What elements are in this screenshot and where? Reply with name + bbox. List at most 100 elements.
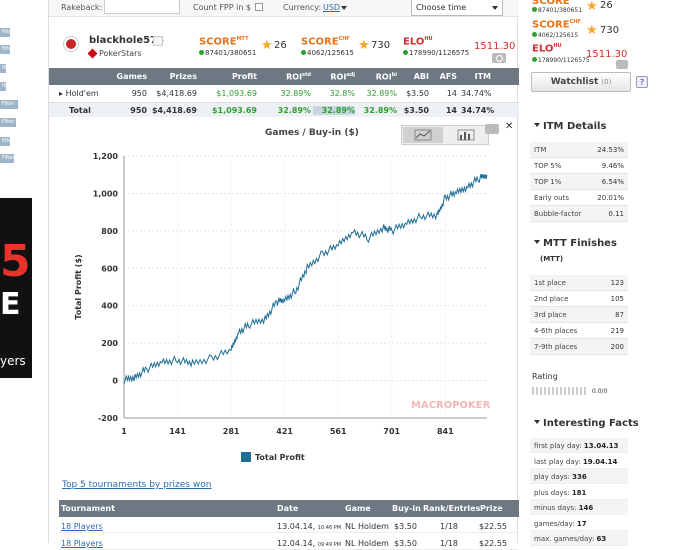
list-item-label: TOP 1%: [534, 178, 562, 186]
watchlist-button[interactable]: Watchlist (0): [531, 72, 631, 92]
col-header-games[interactable]: Games: [116, 72, 148, 81]
itm-details-toggle[interactable]: ITM Details: [534, 121, 606, 132]
sidebar-score-chf: SCORECHF: [532, 19, 581, 30]
left-filter-tag[interactable]: filter: [0, 64, 14, 73]
rakeback-input[interactable]: [104, 0, 180, 14]
score-chf-sup: CHF: [338, 36, 350, 42]
left-filter-tag[interactable]: filter: [0, 45, 14, 54]
note-icon[interactable]: [153, 36, 163, 46]
cell-date: 12.04.14, 09:49 PM: [277, 539, 341, 548]
time-select-value: Choose time: [416, 3, 467, 12]
chevron-down-icon: [534, 123, 540, 127]
roi-sup: adj: [346, 72, 355, 78]
left-filter-tag[interactable]: Filter: [0, 154, 15, 163]
x-tick-label: 1: [121, 427, 127, 436]
time-text: 10:46 PM: [317, 525, 342, 531]
cell: 14: [445, 106, 457, 115]
rating-value: 0.0/0: [592, 388, 608, 395]
list-item-value: 9.46%: [601, 162, 624, 170]
line-chart-button[interactable]: [403, 127, 443, 143]
chart-legend[interactable]: Total Profit: [241, 452, 305, 462]
score-chf-rank-text: 4062/125615: [307, 49, 354, 57]
close-icon[interactable]: ✕: [505, 121, 514, 132]
col-header-profit[interactable]: Profit: [231, 72, 257, 81]
camera-icon[interactable]: [485, 124, 499, 134]
count-fpp-checkbox[interactable]: [255, 3, 263, 11]
col-header-roi-std[interactable]: ROIstd: [269, 72, 311, 82]
list-item-value: 123: [610, 279, 624, 287]
fact-item: first play day: 13.04.13: [530, 438, 628, 453]
sidebar-score-mtt: SCORE: [532, 0, 570, 7]
rank-dot-icon: [532, 32, 537, 37]
col-header-game[interactable]: Game: [345, 504, 371, 513]
table-row[interactable]: 18 Players 12.04.14, 09:49 PM NL Holdem …: [59, 536, 519, 550]
col-header-tournament[interactable]: Tournament: [61, 504, 115, 513]
table-row[interactable]: 18 Players 13.04.14, 10:46 PM NL Holdem …: [59, 519, 519, 533]
col-header-date[interactable]: Date: [277, 504, 299, 513]
star-icon: ★: [586, 23, 598, 38]
tournament-link[interactable]: 18 Players: [61, 522, 103, 531]
rating-label: Rating: [532, 372, 558, 381]
rank-dot-icon: [532, 7, 537, 12]
list-item-label: ITM: [534, 146, 547, 154]
col-header-roi-adj[interactable]: ROIadj: [313, 72, 355, 82]
list-item-label: TOP 5%: [534, 162, 562, 170]
camera-icon[interactable]: [492, 53, 506, 63]
score-mtt-rank-text: 87401/380651: [205, 49, 257, 57]
col-header-rank-entries[interactable]: Rank/Entries: [423, 504, 481, 513]
sidebar-score-chf-stars: 730: [600, 25, 620, 36]
left-filter-tag[interactable]: Filter: [0, 118, 16, 127]
rank-dot-icon: [403, 50, 408, 55]
cell-prize: $22.55: [479, 539, 507, 548]
itm-details-title: ITM Details: [543, 121, 607, 132]
col-header-afs[interactable]: AFS: [439, 72, 457, 81]
ad-banner-text: 5: [0, 236, 31, 287]
col-header-itm[interactable]: ITM: [474, 72, 491, 81]
cell: 32.89%: [363, 106, 397, 115]
list-item-value: 20.01%: [597, 194, 624, 202]
left-filter-tag[interactable]: filter: [0, 28, 14, 37]
table-row[interactable]: ▸ Hold'em 950 $4,418.69 $1,093.69 32.89%…: [49, 86, 519, 101]
top5-tournaments-link[interactable]: Top 5 tournaments by prizes won: [62, 480, 212, 490]
chevron-down-icon[interactable]: [341, 6, 347, 10]
bar-chart-button[interactable]: [446, 127, 486, 143]
list-item: ITM 24.53%: [530, 142, 628, 158]
list-item-value: 24.53%: [597, 146, 624, 154]
elo-rank: 178990/1126575: [403, 49, 469, 57]
col-header-abi[interactable]: ABI: [413, 72, 429, 81]
sidebar-score-chf-text: SCORE: [532, 19, 570, 31]
mtt-finishes-toggle[interactable]: MTT Finishes: [534, 238, 617, 249]
left-filter-tag[interactable]: filter: [0, 82, 14, 91]
site-name: PokerStars: [99, 49, 142, 58]
tournament-link[interactable]: 18 Players: [61, 539, 103, 548]
score-mtt-rank: 87401/380651: [199, 49, 256, 57]
row-name: Total: [69, 106, 91, 115]
col-header-prize[interactable]: Prize: [480, 504, 503, 513]
table-row-total: Total 950 $4,418.69 $1,093.69 32.89% 32.…: [49, 102, 519, 117]
score-chf-text: SCORE: [301, 36, 339, 48]
left-filter-tag[interactable]: Filter: [0, 100, 18, 109]
main-panel: Rakeback: Count FPP in $ Currency: USD C…: [48, 0, 519, 550]
roi-sup: bi: [391, 72, 397, 78]
left-filter-tag[interactable]: filter: [0, 137, 14, 146]
star-icon: ★: [586, 0, 598, 14]
cell-game: NL Holdem: [345, 539, 389, 548]
cell: 32.89%: [313, 106, 355, 115]
list-item: 1st place 123: [530, 275, 628, 291]
interesting-facts-toggle[interactable]: Interesting Facts: [534, 418, 639, 429]
elo-sup: HU: [424, 36, 433, 42]
col-header-buyin[interactable]: Buy-in: [392, 504, 421, 513]
col-header-roi-bi[interactable]: ROIbi: [355, 72, 397, 82]
elo-value: 1511.30: [474, 41, 516, 52]
sidebar-score-chf-rank: 4062/125615: [532, 32, 578, 39]
row-name: ▸ Hold'em: [59, 89, 99, 98]
ad-banner[interactable]: 5 E yers: [0, 198, 32, 378]
currency-dropdown[interactable]: USD: [323, 3, 341, 12]
stats-table-header: Games Prizes Profit ROIstd ROIadj ROIbi …: [49, 68, 519, 85]
list-item: Bubble-factor 0.11: [530, 206, 628, 222]
help-button[interactable]: ?: [636, 76, 648, 88]
col-header-prizes[interactable]: Prizes: [169, 72, 197, 81]
camera-icon[interactable]: [616, 60, 628, 69]
roi-text: ROI: [375, 72, 392, 82]
time-select[interactable]: Choose time: [411, 0, 503, 16]
